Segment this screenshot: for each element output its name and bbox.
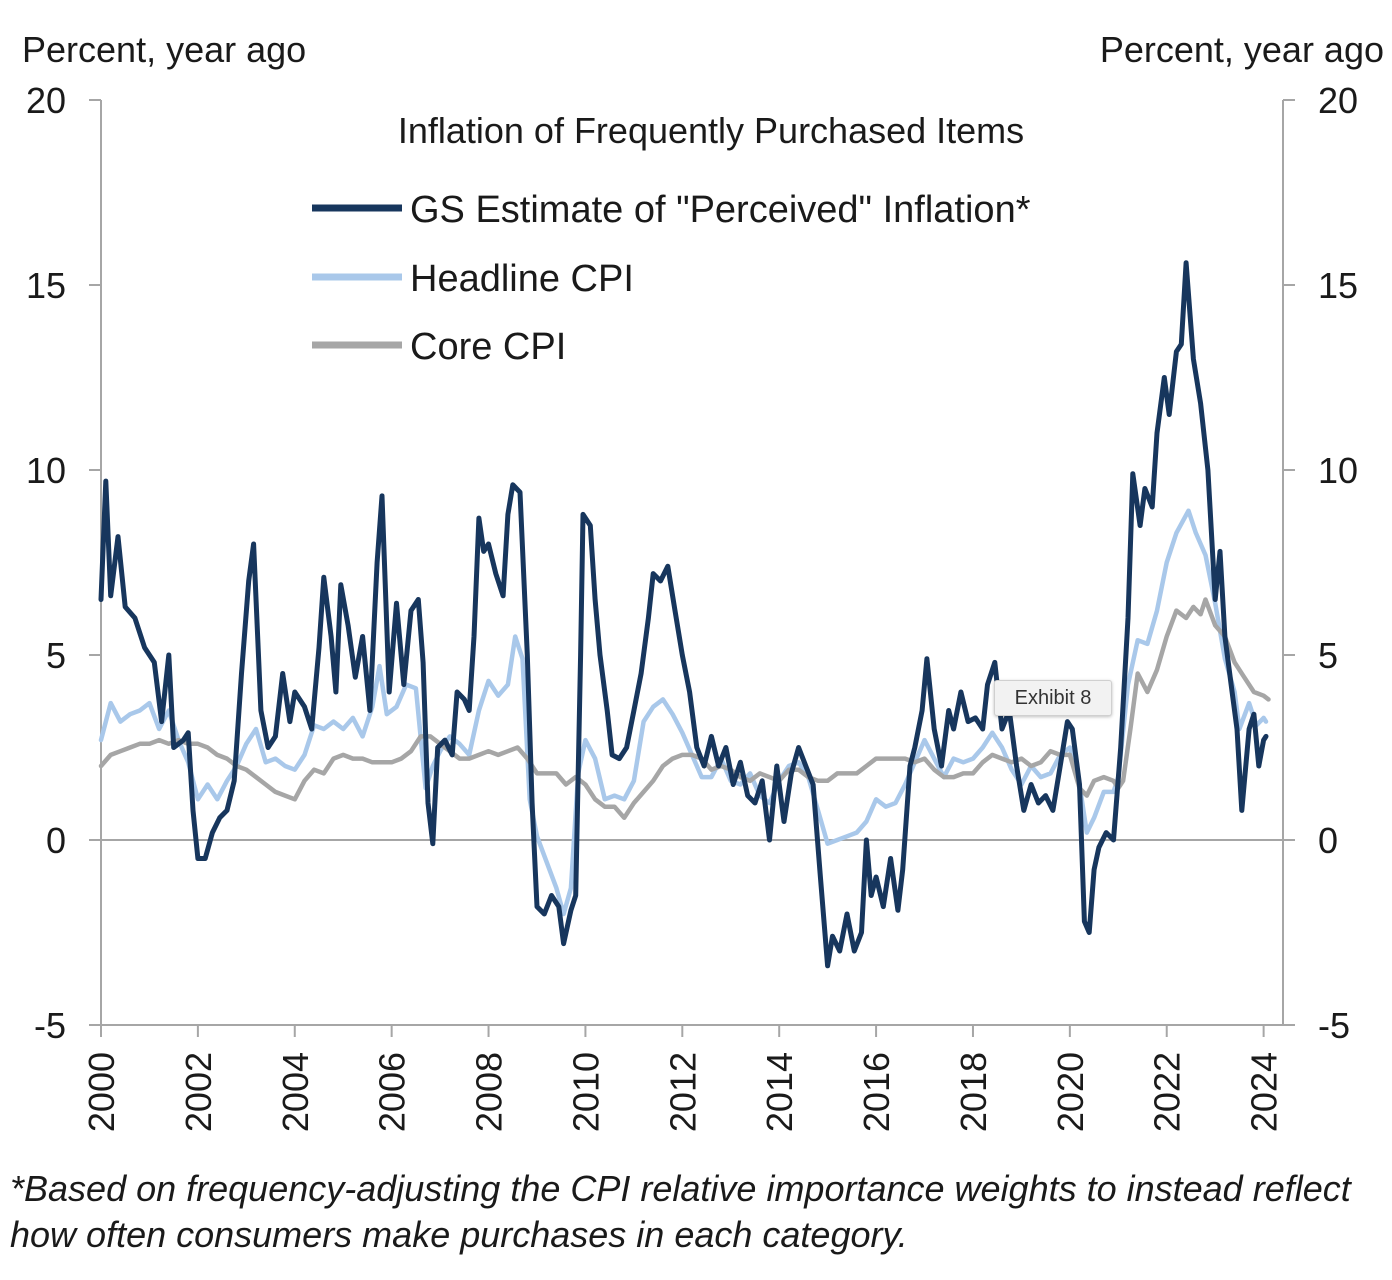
- left-y-tick-label: 10: [26, 450, 66, 491]
- exhibit-tag: Exhibit 8: [994, 680, 1112, 716]
- series-line-perceived: [98, 260, 1269, 969]
- left-y-tick-label: 20: [26, 80, 66, 121]
- left-y-tick-label: -5: [34, 1005, 66, 1046]
- right-y-tick-label: 0: [1318, 820, 1338, 861]
- left-y-tick-label: 5: [46, 635, 66, 676]
- legend-label-core: Core CPI: [410, 326, 566, 368]
- footnote: *Based on frequency-adjusting the CPI re…: [10, 1168, 1351, 1255]
- x-tick-label: 2012: [662, 1052, 703, 1132]
- x-tick-label: 2020: [1050, 1052, 1091, 1132]
- x-ticks: 2000 2002 2004 2006 2008 2010 2012 2014 2016 2018…: [81, 1025, 1285, 1132]
- left-y-tick-label: 15: [26, 265, 66, 306]
- legend: GS Estimate of "Perceived" Inflation* He…: [312, 189, 1031, 368]
- x-tick-label: 2000: [81, 1052, 122, 1132]
- series-line-headline: [98, 508, 1269, 917]
- x-tick-label: 2006: [372, 1052, 413, 1132]
- right-y-ticks: 20 15 10 5 0 -5: [1283, 80, 1358, 1046]
- right-y-tick-label: 10: [1318, 450, 1358, 491]
- x-tick-label: 2016: [856, 1052, 897, 1132]
- x-tick-label: 2014: [759, 1052, 800, 1132]
- x-tick-label: 2004: [275, 1052, 316, 1132]
- x-tick-label: 2010: [565, 1052, 606, 1132]
- series-lines: [98, 260, 1271, 969]
- left-y-tick-label: 0: [46, 820, 66, 861]
- right-y-axis-label: Percent, year ago: [1100, 29, 1384, 70]
- x-tick-label: 2008: [469, 1052, 510, 1132]
- right-y-tick-label: 5: [1318, 635, 1338, 676]
- legend-label-headline: Headline CPI: [410, 258, 634, 300]
- x-tick-label: 2002: [178, 1052, 219, 1132]
- right-y-tick-label: 15: [1318, 265, 1358, 306]
- x-tick-label: 2022: [1147, 1052, 1188, 1132]
- x-tick-label: 2018: [953, 1052, 994, 1132]
- right-y-tick-label: -5: [1318, 1005, 1350, 1046]
- left-y-ticks: 20 15 10 5 0 -5: [26, 80, 101, 1046]
- legend-label-perceived: GS Estimate of "Perceived" Inflation*: [410, 189, 1031, 231]
- left-y-axis-label: Percent, year ago: [22, 29, 306, 70]
- chart-title: Inflation of Frequently Purchased Items: [398, 110, 1024, 151]
- x-tick-label: 2024: [1244, 1052, 1285, 1132]
- right-y-tick-label: 20: [1318, 80, 1358, 121]
